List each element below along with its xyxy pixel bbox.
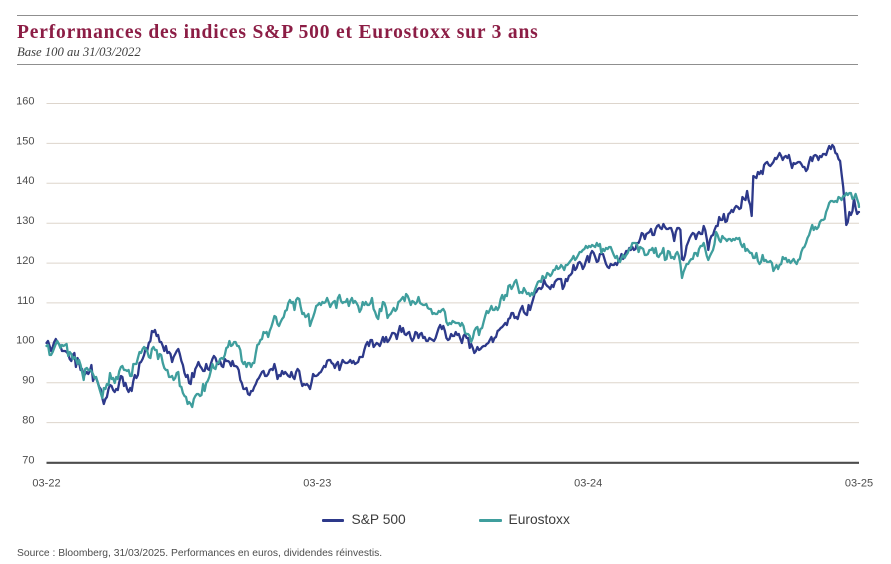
svg-text:140: 140 [16,175,34,187]
svg-text:03-25: 03-25 [845,478,873,490]
svg-text:120: 120 [16,255,34,267]
svg-text:130: 130 [16,215,34,227]
svg-text:110: 110 [17,295,35,307]
svg-text:100: 100 [16,335,34,347]
svg-text:03-23: 03-23 [303,478,331,490]
svg-text:150: 150 [16,135,34,147]
svg-text:80: 80 [22,415,34,427]
svg-text:160: 160 [16,95,34,107]
svg-text:03-22: 03-22 [32,478,60,490]
svg-text:03-24: 03-24 [574,478,602,490]
svg-text:90: 90 [22,375,34,387]
svg-text:70: 70 [22,454,34,466]
